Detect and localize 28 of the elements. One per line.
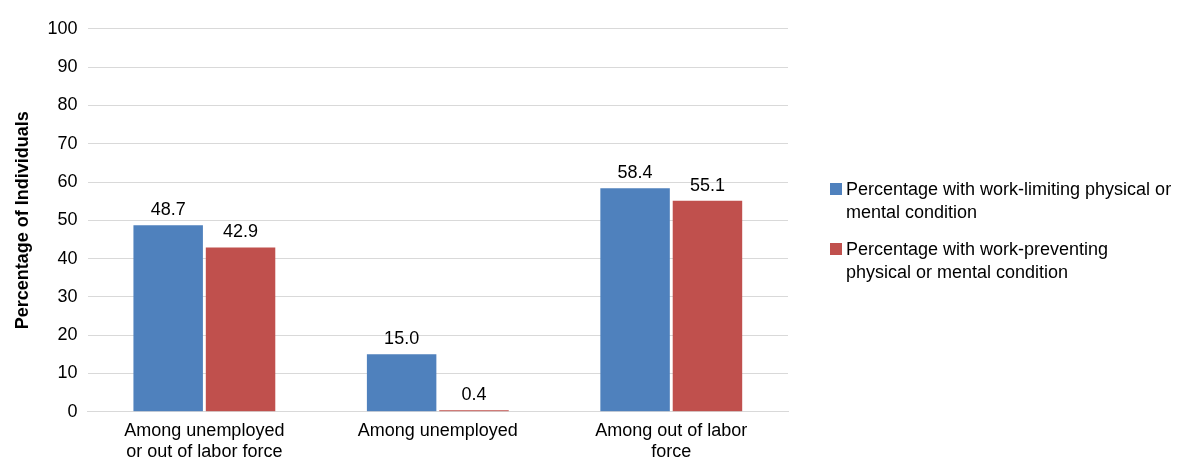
data-label: 48.7 xyxy=(150,199,186,220)
y-tick-label: 10 xyxy=(57,362,78,383)
data-label: 0.4 xyxy=(461,384,487,405)
bar xyxy=(205,247,276,412)
y-tick-label: 0 xyxy=(67,400,78,421)
x-tick-label: Among out of labor force xyxy=(595,419,748,462)
y-tick-label: 60 xyxy=(57,170,78,191)
bar xyxy=(366,354,437,412)
data-label: 15.0 xyxy=(384,328,420,349)
legend-label: Percentage with work-limiting physical or mental condition xyxy=(846,178,1173,224)
y-tick-label: 20 xyxy=(57,324,78,345)
data-label: 55.1 xyxy=(689,174,725,195)
x-tick-label: Among unemployed xyxy=(357,419,518,440)
x-tick-label: Among unemployed or out of labor force xyxy=(124,419,285,462)
y-tick-label: 80 xyxy=(57,94,78,115)
y-tick-label: 90 xyxy=(57,56,78,77)
data-label: 42.9 xyxy=(223,221,259,242)
bar xyxy=(672,200,743,412)
data-label: 58.4 xyxy=(617,162,653,183)
y-tick-label: 100 xyxy=(47,17,78,38)
legend-label: Percentage with work-preventing physical or mental condition xyxy=(846,238,1110,284)
y-tick-label: 50 xyxy=(57,209,78,230)
y-tick-label: 30 xyxy=(57,285,78,306)
bar xyxy=(600,188,670,412)
y-tick-label: 40 xyxy=(57,247,78,268)
y-axis-title: Percentage of Individuals xyxy=(11,111,32,330)
y-tick-label: 70 xyxy=(57,132,78,153)
bar xyxy=(133,225,203,412)
